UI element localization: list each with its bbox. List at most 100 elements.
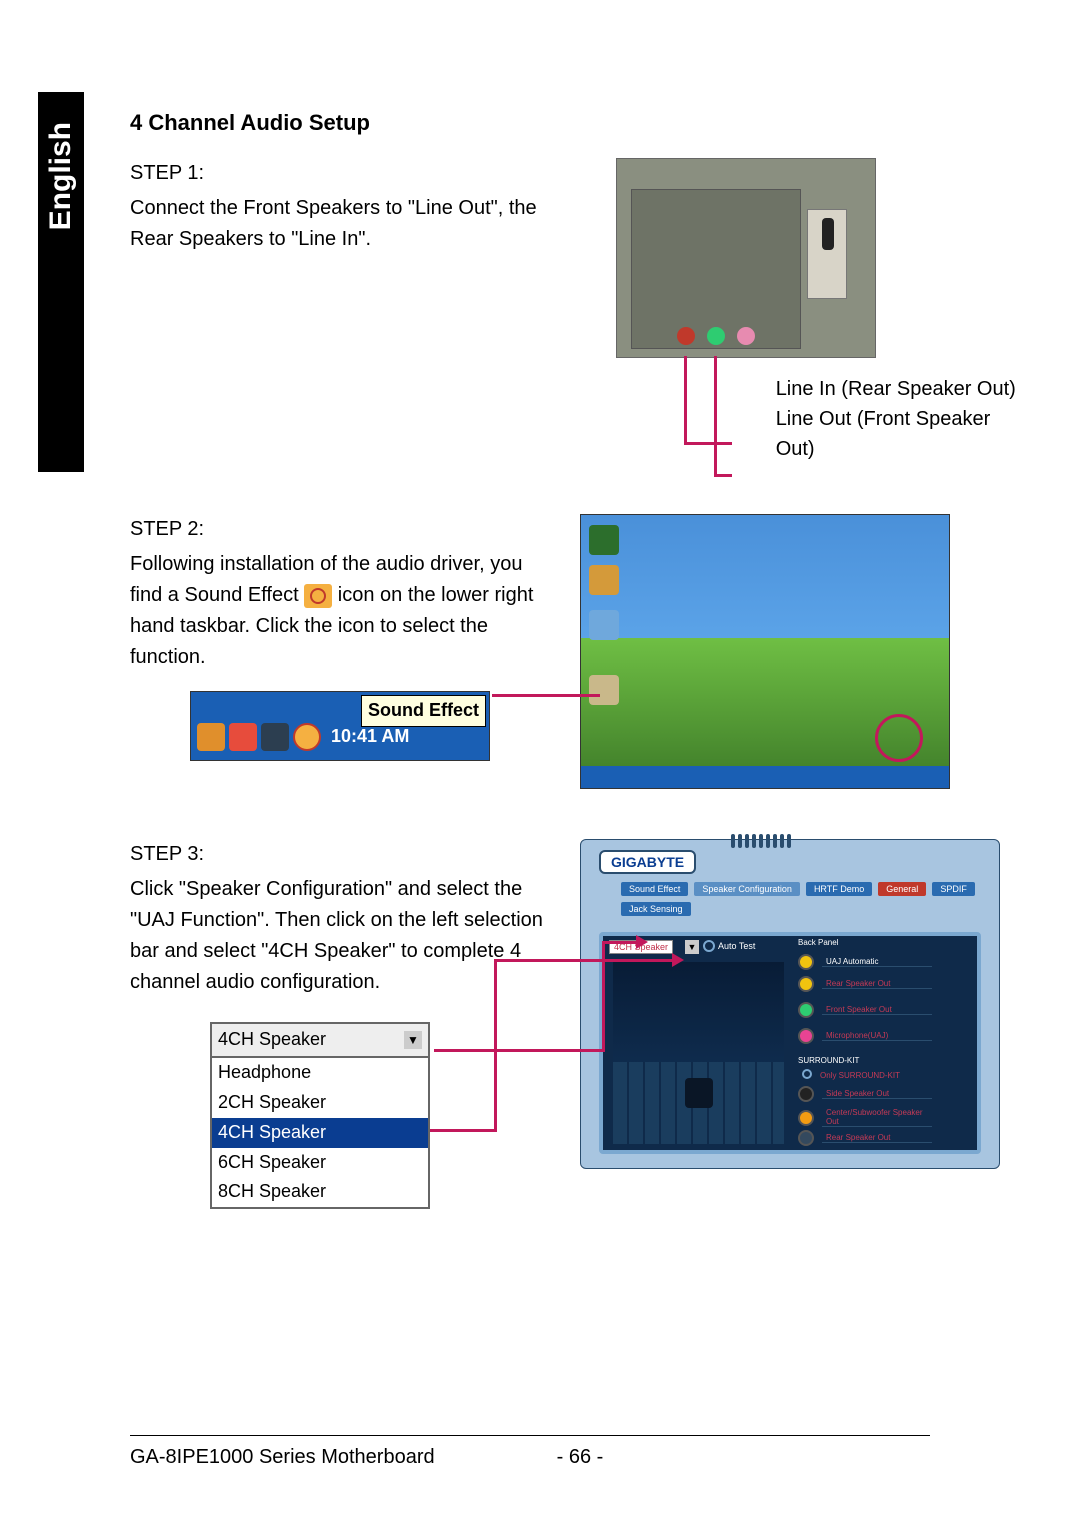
tray-clock: 10:41 AM xyxy=(331,723,409,751)
config-tab[interactable]: HRTF Demo xyxy=(806,882,872,896)
expansion-slot xyxy=(807,209,847,299)
config-tab[interactable]: Jack Sensing xyxy=(621,902,691,916)
jack-row: Microphone(UAJ) xyxy=(798,1028,932,1044)
config-tab[interactable]: General xyxy=(878,882,926,896)
leader-line-out-h xyxy=(714,474,732,477)
jack-dot-icon xyxy=(798,1002,814,1018)
config-right-panel: Back Panel UAJ Automatic Rear Speaker Ou… xyxy=(790,936,977,1150)
jack-row: Rear Speaker Out xyxy=(798,976,932,992)
step1-text: Connect the Front Speakers to "Line Out"… xyxy=(130,193,546,255)
desktop-icon xyxy=(589,675,619,705)
chevron-down-icon[interactable]: ▼ xyxy=(404,1031,422,1049)
io-panel xyxy=(631,189,801,349)
jack-captions: Line In (Rear Speaker Out) Line Out (Fro… xyxy=(776,374,1030,464)
surround-jack-row: Center/Subwoofer Speaker Out xyxy=(798,1108,932,1127)
jack-dot-icon xyxy=(798,1028,814,1044)
surround-kit-label: SURROUND-KIT xyxy=(798,1056,859,1065)
footer-page: - 66 - xyxy=(510,1446,650,1469)
desktop-screenshot xyxy=(580,514,950,789)
jack-mic xyxy=(737,327,755,345)
step3-text: Click "Speaker Configuration" and select… xyxy=(130,874,550,998)
step1-image-col: Line In (Rear Speaker Out) Line Out (Fro… xyxy=(576,158,1030,464)
step3-leader-2v xyxy=(494,959,497,1132)
uaj-row: UAJ Automatic xyxy=(798,954,932,970)
step2-text-col: STEP 2: Following installation of the au… xyxy=(130,514,550,789)
step3-leader-1v xyxy=(602,941,605,1052)
dropdown-options: Headphone2CH Speaker4CH Speaker6CH Speak… xyxy=(212,1058,428,1207)
jack-label: Microphone(UAJ) xyxy=(822,1031,932,1041)
dropdown-option[interactable]: 4CH Speaker xyxy=(212,1118,428,1148)
footer-title: GA-8IPE1000 Series Motherboard xyxy=(130,1446,510,1469)
auto-test[interactable]: Auto Test xyxy=(703,940,755,952)
dropdown-option[interactable]: Headphone xyxy=(212,1058,428,1088)
jack-label: Center/Subwoofer Speaker Out xyxy=(822,1108,932,1127)
config-tabs: Sound Effect Speaker Configuration HRTF De… xyxy=(621,882,981,916)
config-tab[interactable]: SPDIF xyxy=(932,882,975,896)
tray-icon xyxy=(197,723,225,751)
tray-icon xyxy=(261,723,289,751)
step3-row: STEP 3: Click "Speaker Configuration" an… xyxy=(130,839,1030,1209)
dropdown-option[interactable]: 8CH Speaker xyxy=(212,1177,428,1207)
jack-row: Front Speaker Out xyxy=(798,1002,932,1018)
uaj-label: UAJ Automatic xyxy=(822,957,932,967)
taskbar-tooltip-image: Sound Effect 10:41 AM xyxy=(190,691,490,761)
page-content: 4 Channel Audio Setup STEP 1: Connect th… xyxy=(130,110,1030,1329)
dropdown-option[interactable]: 2CH Speaker xyxy=(212,1088,428,1118)
step3-label: STEP 3: xyxy=(130,839,550,870)
surround-jack-row: Rear Speaker Out xyxy=(798,1130,932,1146)
radio-icon xyxy=(703,940,715,952)
config-tab[interactable]: Speaker Configuration xyxy=(694,882,800,896)
page-footer: GA-8IPE1000 Series Motherboard - 66 - xyxy=(130,1435,930,1469)
dropdown-selected[interactable]: 4CH Speaker ▼ xyxy=(212,1024,428,1058)
radio-icon[interactable] xyxy=(802,1069,812,1079)
auto-test-label: Auto Test xyxy=(718,941,755,951)
jack-dot-icon xyxy=(798,1086,814,1102)
step3-leader-2h xyxy=(494,959,674,962)
speaker-room-diagram xyxy=(613,962,784,1144)
config-title: GIGABYTE xyxy=(599,850,696,874)
config-tab[interactable]: Sound Effect xyxy=(621,882,688,896)
binder-decoration xyxy=(731,834,791,848)
language-label: English xyxy=(44,122,78,230)
jack-dot-icon xyxy=(798,1130,814,1146)
speaker-dropdown[interactable]: 4CH Speaker ▼ Headphone2CH Speaker4CH Sp… xyxy=(210,1022,430,1209)
jack-line-out xyxy=(707,327,725,345)
jack-label: Rear Speaker Out xyxy=(822,1133,932,1143)
room-chair xyxy=(685,1078,713,1108)
step3-leader-2 xyxy=(430,1129,496,1132)
arrow-head-icon xyxy=(672,953,684,967)
leader-line-in-h xyxy=(684,442,732,445)
config-window: GIGABYTE Sound Effect Speaker Configurati… xyxy=(580,839,1000,1169)
highlight-circle xyxy=(875,714,923,762)
step3-image-col: GIGABYTE Sound Effect Speaker Configurati… xyxy=(580,839,1000,1209)
config-body: 4CH Speaker ▼ Auto Test Back Panel xyxy=(599,932,981,1154)
dropdown-option[interactable]: 6CH Speaker xyxy=(212,1148,428,1178)
step1-row: STEP 1: Connect the Front Speakers to "L… xyxy=(130,158,1030,464)
jack-dot-icon xyxy=(798,954,814,970)
step3-text-col: STEP 3: Click "Speaker Configuration" an… xyxy=(130,839,550,1209)
jack-label: Side Speaker Out xyxy=(822,1089,932,1099)
caption-line-in: Line In (Rear Speaker Out) xyxy=(776,374,1030,404)
back-panel-label: Back Panel xyxy=(798,938,838,947)
jack-dot-icon xyxy=(798,1110,814,1126)
language-tab: English xyxy=(38,92,84,472)
step1-label: STEP 1: xyxy=(130,158,546,189)
chevron-down-icon[interactable]: ▼ xyxy=(685,940,699,954)
tray-sound-icon xyxy=(293,723,321,751)
jack-label: Rear Speaker Out xyxy=(822,979,932,989)
leader-line-in xyxy=(684,356,687,444)
step1-text-col: STEP 1: Connect the Front Speakers to "L… xyxy=(130,158,546,464)
step3-leader-1 xyxy=(434,1049,604,1052)
config-left-panel: 4CH Speaker ▼ Auto Test xyxy=(603,936,790,1150)
system-tray: 10:41 AM xyxy=(197,718,409,756)
tray-icon xyxy=(229,723,257,751)
step2-label: STEP 2: xyxy=(130,514,550,545)
step3-leader-1h2 xyxy=(602,941,638,944)
only-surround-label: Only SURROUND-KIT xyxy=(820,1071,900,1080)
jack-dot-icon xyxy=(798,976,814,992)
desktop-icon xyxy=(589,525,619,555)
jack-line-in xyxy=(677,327,695,345)
desktop-icon xyxy=(589,565,619,595)
hardware-photo xyxy=(616,158,876,358)
dropdown-selected-label: 4CH Speaker xyxy=(218,1026,326,1054)
